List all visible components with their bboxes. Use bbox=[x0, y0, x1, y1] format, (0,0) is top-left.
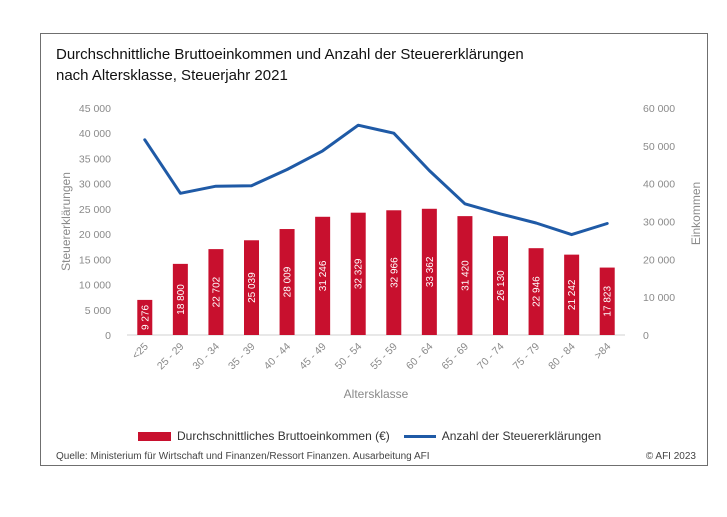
bar-data-label: 22 946 bbox=[532, 276, 543, 307]
x-tick-label: 25 - 29 bbox=[155, 341, 187, 373]
y-left-tick-label: 15 000 bbox=[79, 254, 111, 266]
x-tick-label: 45 - 49 bbox=[297, 341, 329, 373]
chart-title-line-2: nach Altersklasse, Steuerjahr 2021 bbox=[56, 67, 288, 84]
x-tick-label: 55 - 59 bbox=[368, 341, 400, 373]
bar-data-label: 31 246 bbox=[318, 260, 329, 291]
x-tick-label: 75 - 79 bbox=[511, 341, 543, 373]
bar-data-label: 17 823 bbox=[603, 286, 614, 317]
bar bbox=[599, 267, 615, 335]
legend-line-label: Anzahl der Steuererklärungen bbox=[441, 429, 602, 443]
y-left-tick-label: 25 000 bbox=[79, 204, 111, 216]
bar-data-label: 33 362 bbox=[425, 256, 436, 287]
bar bbox=[208, 249, 224, 335]
bar-data-label: 26 130 bbox=[496, 270, 507, 301]
bar bbox=[493, 236, 508, 335]
bar-data-label: 21 242 bbox=[567, 279, 578, 310]
bar-data-label: 25 039 bbox=[247, 272, 258, 303]
bar bbox=[172, 263, 188, 335]
y-right-tick-label: 10 000 bbox=[643, 292, 675, 304]
bar bbox=[350, 212, 366, 335]
x-tick-label: >84 bbox=[592, 341, 613, 362]
bar bbox=[244, 240, 259, 335]
y-right-tick-label: 30 000 bbox=[643, 217, 675, 229]
legend-bar-swatch bbox=[138, 431, 171, 441]
x-tick-label: 30 - 34 bbox=[190, 341, 222, 373]
line-series-steuererklaerungen bbox=[143, 123, 609, 237]
y-left-tick-label: 40 000 bbox=[79, 128, 111, 140]
bar bbox=[564, 254, 580, 335]
legend-line-swatch bbox=[403, 434, 436, 438]
y-right-axis-title: Einkommen bbox=[689, 182, 703, 245]
y-left-tick-label: 10 000 bbox=[79, 280, 111, 292]
bar-data-label: 32 966 bbox=[389, 257, 400, 288]
chart-legend: Durchschnittliches Bruttoeinkommen (€) A… bbox=[138, 428, 601, 444]
x-tick-label: 40 - 44 bbox=[262, 341, 294, 373]
x-tick-label: 80 - 84 bbox=[546, 341, 578, 373]
bar-data-label: 32 329 bbox=[354, 258, 365, 289]
chart-title: Durchschnittliche Bruttoeinkommen und An… bbox=[56, 44, 676, 86]
bar-data-label: 9 276 bbox=[140, 305, 151, 330]
y-left-tick-label: 35 000 bbox=[79, 153, 111, 165]
x-tick-label: 70 - 74 bbox=[475, 341, 507, 373]
chart-title-line-1: Durchschnittliche Bruttoeinkommen und An… bbox=[56, 46, 524, 63]
y-left-tick-label: 30 000 bbox=[79, 179, 111, 191]
y-left-tick-label: 20 000 bbox=[79, 229, 111, 241]
legend-bar-label: Durchschnittliches Bruttoeinkommen (€) bbox=[177, 429, 390, 443]
y-right-tick-label: 60 000 bbox=[643, 103, 675, 115]
y-right-tick-label: 20 000 bbox=[643, 254, 675, 266]
y-left-tick-label: 0 bbox=[105, 330, 111, 342]
bar bbox=[137, 299, 153, 335]
bar bbox=[386, 210, 402, 335]
x-axis-title: Altersklasse bbox=[344, 387, 409, 401]
y-left-tick-label: 5 000 bbox=[85, 305, 111, 317]
y-right-tick-label: 0 bbox=[643, 330, 649, 342]
y-left-axis-title: Steuererklärungen bbox=[59, 172, 73, 271]
x-tick-label: 65 - 69 bbox=[439, 341, 471, 373]
x-tick-label: 35 - 39 bbox=[226, 341, 258, 373]
bar-data-label: 22 702 bbox=[211, 276, 222, 307]
chart-frame bbox=[40, 33, 708, 466]
source-note: Quelle: Ministerium für Wirtschaft und F… bbox=[56, 451, 430, 462]
bar-data-label: 18 800 bbox=[176, 284, 187, 315]
bar-data-label: 31 420 bbox=[460, 260, 471, 291]
bar bbox=[528, 248, 544, 335]
y-left-tick-label: 45 000 bbox=[79, 103, 111, 115]
y-right-tick-label: 50 000 bbox=[643, 141, 675, 153]
x-tick-label: <25 bbox=[130, 341, 151, 362]
x-tick-label: 50 - 54 bbox=[333, 341, 365, 373]
bar bbox=[279, 229, 295, 335]
chart-footer: Quelle: Ministerium für Wirtschaft und F… bbox=[56, 451, 696, 462]
y-right-tick-label: 40 000 bbox=[643, 179, 675, 191]
bar-data-label: 28 009 bbox=[283, 266, 294, 297]
bar bbox=[457, 216, 473, 335]
x-tick-label: 60 - 64 bbox=[404, 341, 436, 373]
bar bbox=[421, 208, 437, 335]
bar bbox=[315, 216, 331, 335]
copyright-note: © AFI 2023 bbox=[645, 451, 696, 462]
